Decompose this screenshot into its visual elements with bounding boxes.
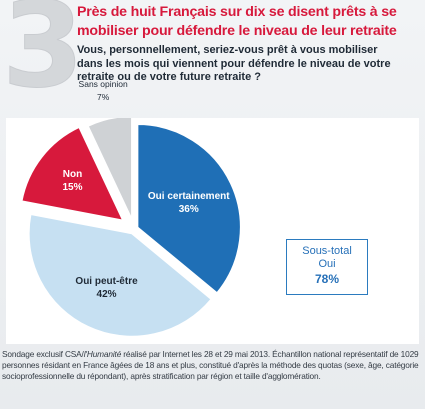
headline: Près de huit Français sur dix se disent …: [77, 4, 397, 39]
slice-label-value: 7%: [96, 91, 110, 102]
slice-label-non: Non 15%: [62, 168, 82, 194]
slice-label-oui-peut-tre: Oui peut-être 42%: [75, 275, 137, 301]
footnote-publication: l'Humanité: [83, 349, 122, 359]
footnote-prefix: Sondage exclusif CSA/: [2, 349, 84, 359]
section-number: 3: [1, 0, 85, 114]
pie-chart: [20, 118, 242, 338]
slice-label-name: Non: [62, 169, 83, 181]
survey-question: Vous, personnellement, seriez-vous prêt …: [77, 44, 391, 83]
pie-slice-oui-peut-tre: [28, 213, 213, 338]
chart-panel: Oui certainement 36% Oui peut-être 42% Non 15…: [6, 79, 419, 344]
slice-label-name: Sans opinion: [78, 78, 128, 89]
slice-label-oui-certainement: Oui certainement 36%: [148, 190, 230, 216]
slice-label-name: Oui peut-être: [75, 275, 138, 287]
slice-label-value: 36%: [178, 204, 199, 216]
subtotal-value: 78%: [314, 272, 340, 286]
pie-slice-non: [20, 126, 125, 222]
footnote: Sondage exclusif CSA/l'Humanité réalisé …: [2, 349, 423, 382]
slice-label-value: 15%: [62, 182, 83, 194]
slice-label-sans-opinion: Sans opinion 7%: [79, 78, 128, 104]
footnote-text: réalisé par Internet les 28 et 29 mai 20…: [2, 349, 419, 381]
subtotal-label: Sous-total: [302, 245, 352, 257]
slice-label-value: 42%: [96, 288, 117, 300]
subtotal-sublabel: Oui: [318, 258, 336, 270]
pie-slice-sans-opinion: [86, 118, 133, 220]
slice-label-name: Oui certainement: [147, 191, 230, 203]
subtotal-box: Sous-total Oui 78%: [286, 239, 368, 295]
pie-slice-oui-certainement: [136, 123, 242, 295]
